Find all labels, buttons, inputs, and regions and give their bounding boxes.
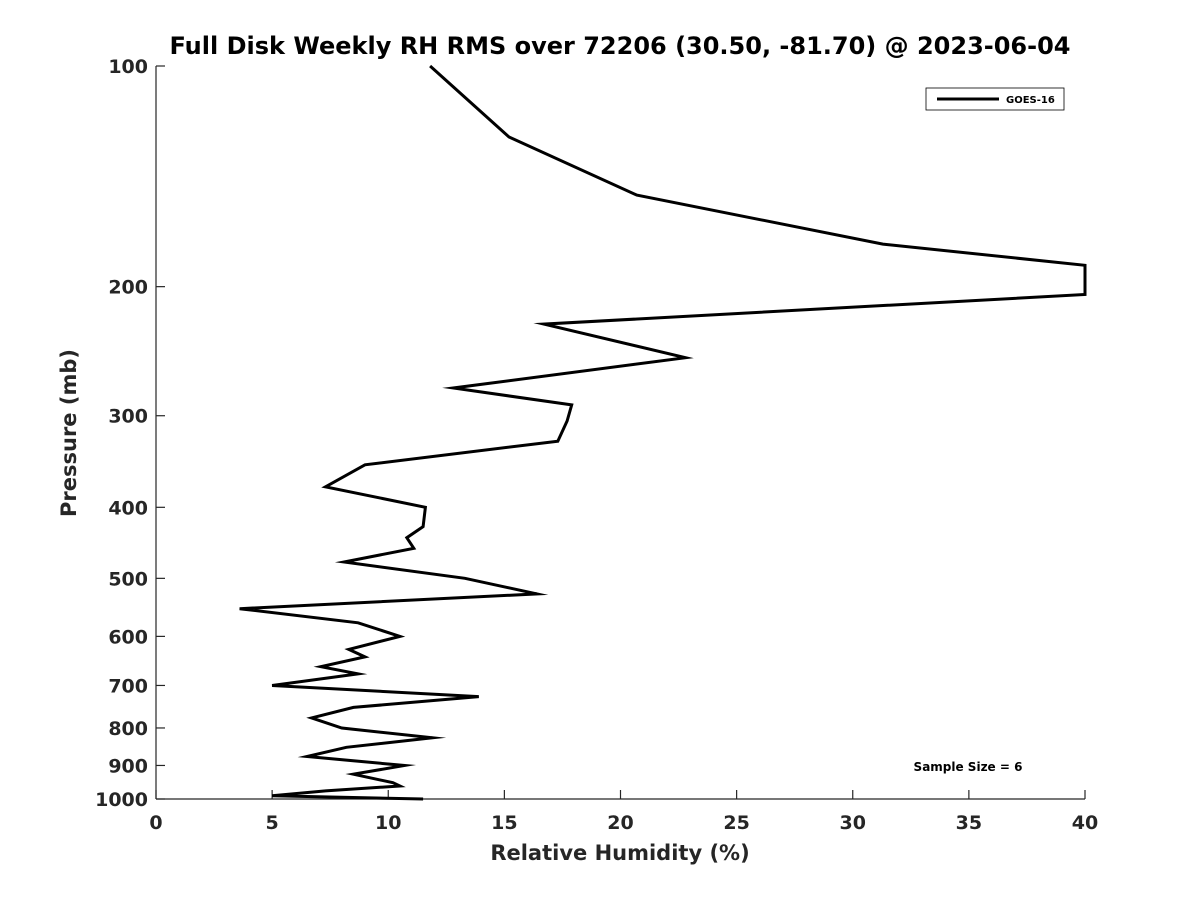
x-tick-label: 35 [956,812,982,834]
series-line-goes-16 [239,64,1087,801]
sample-size-annotation: Sample Size = 6 [914,760,1023,774]
y-axis-ticks: 100 200 300 400 500 600 700 800 900 1000 [95,56,165,811]
y-tick-label: 100 [108,56,148,78]
x-tick-label: 20 [607,812,633,834]
x-tick-label: 25 [723,812,749,834]
x-tick-label: 15 [491,812,517,834]
y-tick-label: 400 [108,497,148,519]
y-tick-label: 300 [108,406,148,428]
x-axis-ticks: 0 5 10 15 20 25 30 35 40 [149,790,1098,834]
chart-title: Full Disk Weekly RH RMS over 72206 (30.5… [169,32,1070,60]
plot-area: 0 5 10 15 20 25 30 35 40 100 200 300 400 500 600 700 80… [95,56,1098,834]
y-tick-label: 700 [108,675,148,697]
legend-label-goes-16: GOES-16 [1006,95,1055,106]
y-axis-label: Pressure (mb) [57,349,81,517]
y-tick-label: 200 [108,277,148,299]
x-axis-label: Relative Humidity (%) [490,841,749,865]
x-tick-label: 40 [1072,812,1098,834]
legend: GOES-16 [925,87,1065,111]
y-tick-label: 600 [108,626,148,648]
x-tick-label: 0 [149,812,162,834]
y-tick-label: 500 [108,568,148,590]
x-tick-label: 5 [266,812,279,834]
x-tick-label: 10 [375,812,401,834]
x-tick-label: 30 [840,812,866,834]
y-tick-label: 1000 [95,789,148,811]
y-tick-label: 800 [108,718,148,740]
y-tick-label: 900 [108,755,148,777]
